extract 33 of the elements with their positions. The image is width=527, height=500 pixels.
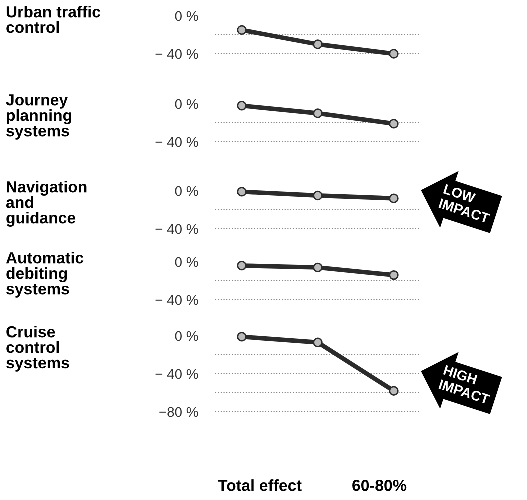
text: Cruise control systems (6, 326, 70, 372)
point (237, 101, 247, 111)
y-tick-label: 0 % (175, 331, 198, 342)
point (389, 119, 399, 129)
y-tick-label: − 40 % (156, 137, 198, 148)
point (313, 262, 323, 273)
text: Journey planning systems (6, 94, 72, 140)
y-tick-label: 0 % (175, 257, 198, 268)
point (313, 108, 323, 118)
point (389, 386, 399, 396)
point (313, 40, 323, 50)
y-tick-label: − 40 % (156, 224, 198, 234)
point (389, 49, 399, 59)
point (237, 332, 247, 342)
text: Navigation and guidance (6, 181, 87, 227)
point (313, 338, 323, 348)
y-tick-label: 0 % (175, 186, 198, 196)
text: Total effect (218, 480, 302, 492)
point (237, 187, 247, 197)
point (237, 260, 247, 271)
y-tick-label: − 40 % (156, 49, 198, 60)
text: 60-80% (352, 480, 407, 492)
y-tick-label: − 40 % (156, 295, 198, 306)
text: Urban traffic control (6, 6, 100, 34)
point (389, 270, 399, 280)
text: Automatic debiting systems (6, 252, 84, 298)
point (313, 190, 323, 201)
point (237, 25, 247, 36)
y-tick-label: −80 % (160, 407, 198, 418)
y-tick-label: 0 % (175, 99, 198, 110)
point (389, 194, 399, 204)
y-tick-label: 0 % (175, 11, 198, 22)
y-tick-label: − 40 % (156, 369, 198, 380)
